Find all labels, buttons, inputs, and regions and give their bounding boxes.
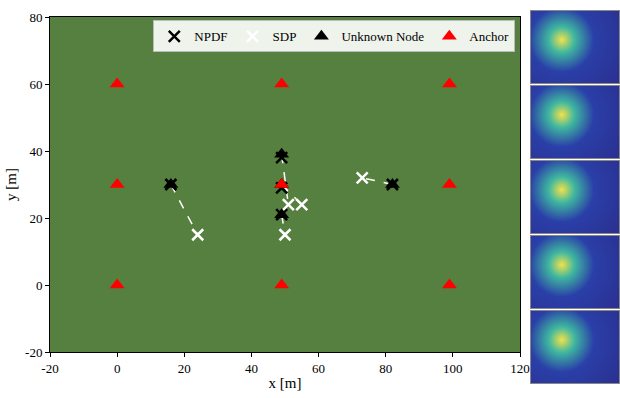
svg-text:100: 100 [443,361,463,376]
svg-text:80: 80 [379,361,392,376]
svg-text:20: 20 [178,361,191,376]
svg-text:40: 40 [245,361,258,376]
svg-text:NPDF: NPDF [194,29,227,44]
svg-text:Unknown Node: Unknown Node [341,29,424,44]
svg-text:60: 60 [312,361,325,376]
svg-text:0: 0 [114,361,121,376]
svg-text:20: 20 [29,211,42,226]
svg-text:x [m]: x [m] [269,375,302,391]
svg-text:Anchor: Anchor [469,29,509,44]
svg-text:40: 40 [29,144,42,159]
svg-text:SDP: SDP [273,29,297,44]
svg-text:60: 60 [29,77,42,92]
svg-text:y [m]: y [m] [3,168,19,201]
svg-text:0: 0 [36,278,43,293]
svg-text:-20: -20 [25,345,42,360]
svg-text:80: 80 [29,10,42,25]
svg-text:120: 120 [510,361,530,376]
svg-text:-20: -20 [41,361,58,376]
